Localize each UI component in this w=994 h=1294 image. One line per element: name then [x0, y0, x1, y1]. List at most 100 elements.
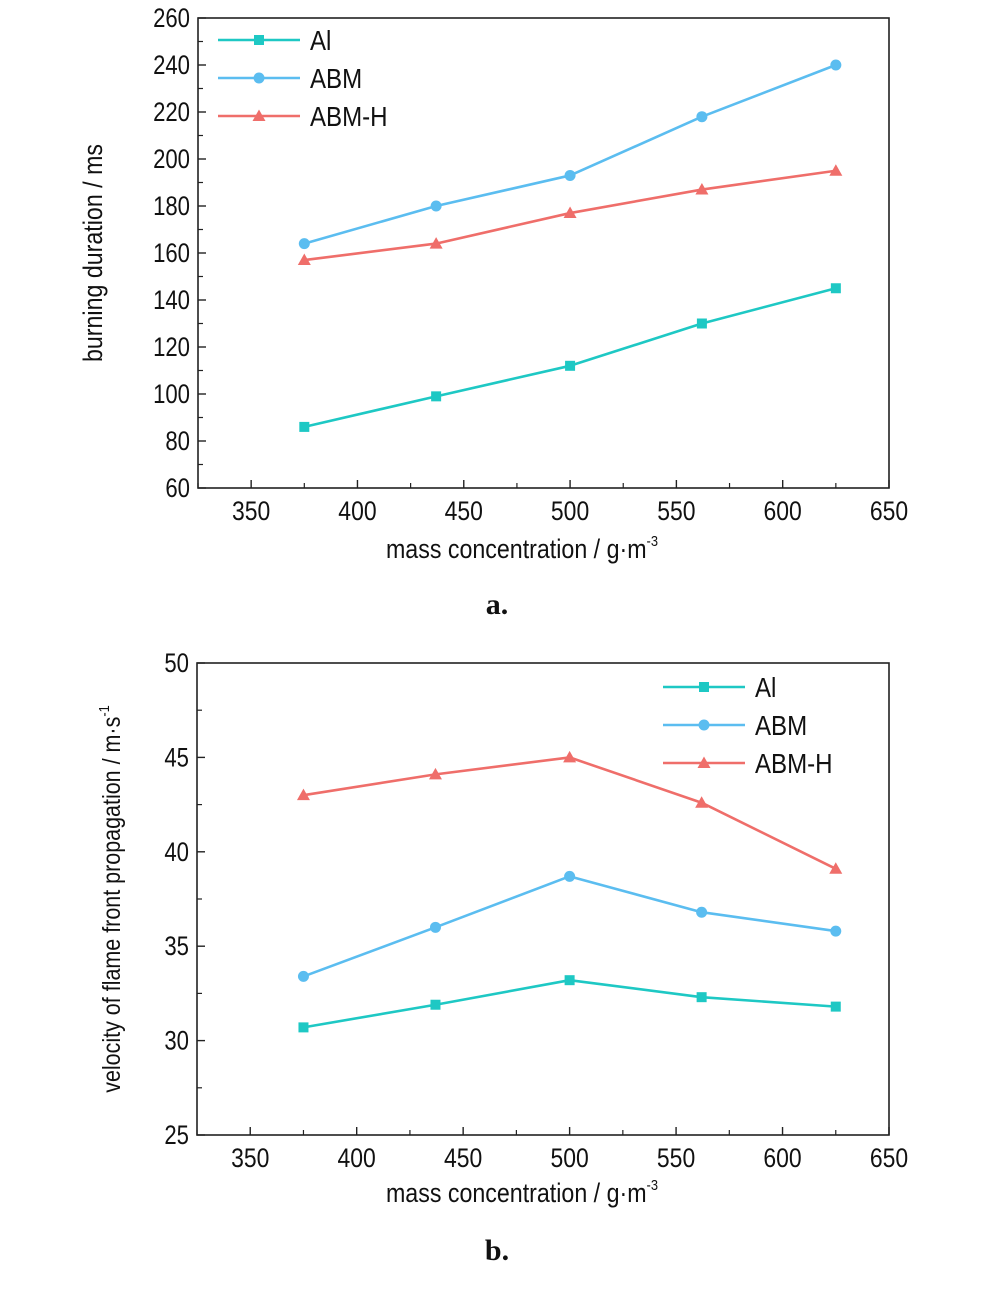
data-point	[299, 421, 310, 432]
y-tick-label: 60	[165, 474, 190, 504]
x-tick-label: 500	[550, 1143, 588, 1173]
y-axis-title-text: burning duration / ms	[78, 144, 108, 362]
x-tick-label: 350	[231, 1143, 269, 1173]
y-tick-label: 120	[153, 333, 190, 363]
data-point	[829, 862, 843, 874]
y-tick-label: 140	[153, 286, 190, 316]
data-point	[696, 111, 708, 123]
legend-label: ABM	[755, 709, 807, 741]
x-axis-title-superscript: -3	[647, 532, 659, 549]
data-point	[830, 59, 842, 71]
x-tick-label: 450	[445, 496, 483, 526]
legend-label: ABM-H	[310, 100, 388, 132]
data-point	[563, 750, 577, 763]
panel-label-a: a.	[485, 588, 509, 621]
x-tick-label: 600	[764, 496, 802, 526]
data-point	[429, 921, 441, 933]
x-tick-label: 650	[870, 1143, 908, 1173]
y-tick-label: 30	[164, 1027, 189, 1057]
series-al	[299, 283, 841, 432]
legend: Al ABM ABM-H	[218, 24, 388, 132]
plot-frame	[197, 17, 890, 489]
x-tick-label: 600	[763, 1143, 801, 1173]
y-tick-label: 240	[153, 51, 190, 81]
legend-marker	[254, 35, 264, 45]
y-tick-label: 220	[153, 98, 190, 128]
series-line	[303, 875, 836, 978]
data-point	[565, 360, 576, 371]
legend-marker	[699, 682, 709, 692]
legend-marker	[253, 72, 265, 84]
legend-label: Al	[755, 671, 776, 703]
data-point	[695, 796, 709, 808]
series-abm	[298, 59, 842, 250]
y-tick-label: 80	[165, 427, 190, 457]
y-tick-label: 40	[164, 838, 189, 868]
y-tick-label: 25	[164, 1121, 189, 1151]
y-tick-label: 200	[153, 145, 190, 175]
data-point	[696, 906, 708, 918]
series-line	[304, 286, 837, 429]
x-axis-title-text: mass concentration / g·m	[386, 534, 647, 564]
legend-label: ABM	[310, 62, 362, 94]
y-axis-title-text: velocity of flame front propagation / m·…	[97, 717, 125, 1093]
data-point	[564, 169, 576, 181]
x-axis-title: mass concentration / g·m-3	[386, 1176, 658, 1208]
y-tick-label: 180	[153, 192, 190, 222]
x-axis-title-superscript: -3	[647, 1176, 659, 1193]
y-tick-label: 45	[164, 743, 189, 773]
x-tick-label: 550	[657, 1143, 695, 1173]
y-axis-title-superscript: -1	[95, 705, 112, 717]
series-abm-h	[297, 164, 843, 266]
legend-marker	[697, 756, 711, 768]
data-point	[431, 391, 442, 402]
x-tick-label: 450	[444, 1143, 482, 1173]
data-point	[564, 975, 575, 986]
legend-marker	[252, 109, 266, 121]
x-axis-title: mass concentration / g·m-3	[386, 532, 658, 564]
legend: Al ABM ABM-H	[663, 671, 833, 779]
data-point	[298, 1022, 309, 1033]
data-point	[830, 925, 842, 937]
data-point	[296, 788, 310, 801]
chart-flame-velocity: 25 30 35 40 45 50 350 400 450 500 550 600 650 mass co…	[95, 649, 908, 1208]
y-tick-label: 260	[153, 4, 190, 34]
data-point	[297, 970, 309, 982]
legend-marker	[698, 719, 710, 731]
data-point	[696, 318, 707, 329]
data-point	[696, 992, 707, 1003]
data-point	[429, 237, 443, 249]
x-axis-title-text: mass concentration / g·m	[386, 1178, 647, 1208]
data-point	[298, 238, 310, 250]
legend-label: ABM-H	[755, 747, 833, 779]
chart-burning-duration: 60 80 100 120 140 160 180 200 220 240 260 350 400 450…	[78, 4, 908, 564]
data-point	[830, 1001, 841, 1012]
x-tick-label: 650	[870, 496, 908, 526]
series-al	[298, 975, 841, 1033]
x-tick-label: 350	[232, 496, 270, 526]
data-point	[430, 200, 442, 212]
data-point	[563, 206, 577, 219]
data-point	[829, 164, 843, 176]
series-abm	[297, 870, 842, 982]
data-point	[428, 767, 442, 780]
data-point	[297, 253, 311, 266]
x-tick-label: 550	[657, 496, 695, 526]
y-axis-title: velocity of flame front propagation / m·…	[95, 705, 125, 1093]
legend-label: Al	[310, 24, 331, 56]
x-tick-label: 500	[551, 496, 589, 526]
data-point	[830, 283, 841, 294]
panel-label-b: b.	[484, 1234, 510, 1267]
x-tick-label: 400	[338, 496, 376, 526]
series-abm-h	[296, 750, 843, 874]
y-axis-title: burning duration / ms	[78, 144, 108, 362]
y-tick-label: 35	[164, 932, 189, 962]
y-tick-label: 50	[164, 649, 189, 679]
data-point	[564, 870, 576, 882]
x-tick-label: 400	[338, 1143, 376, 1173]
series-line	[303, 978, 836, 1029]
data-point	[695, 183, 709, 195]
y-tick-label: 160	[153, 239, 190, 269]
y-tick-label: 100	[153, 380, 190, 410]
